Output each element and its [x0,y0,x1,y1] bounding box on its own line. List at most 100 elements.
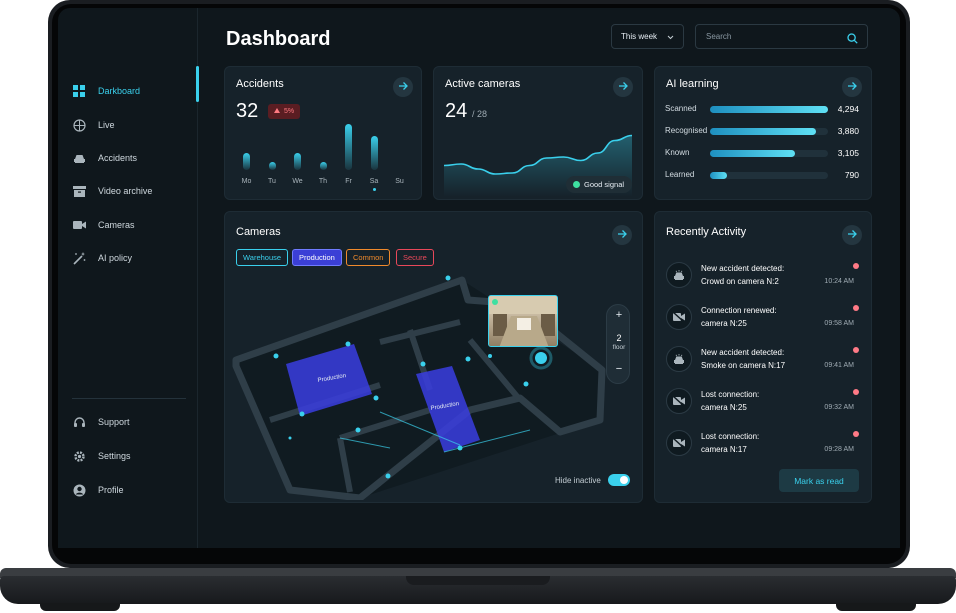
activity-item-detail: Crowd on camera N:2 [701,276,779,286]
ai-row-value: 790 [844,170,859,180]
day-label: Th [318,178,328,185]
sidebar-item-darkboard[interactable]: Darkboard [72,81,140,101]
cameras-title: Cameras [236,226,281,238]
hide-inactive-toggle[interactable] [608,474,630,486]
filter-chip-warehouse[interactable]: Warehouse [236,249,289,266]
cameras-open-button[interactable] [612,225,632,245]
sidebar-item-video-archive[interactable]: Video archive [72,181,152,201]
production-zone-label: Production [317,373,346,384]
accidents-change-badge: 5% [268,104,301,119]
good-signal-badge: Good signal [566,176,633,193]
activity-item-time: 09:41 AM [824,362,854,369]
arrow-right-icon [847,78,857,96]
unread-dot [853,431,859,437]
ai-learning-title: AI learning [666,78,719,90]
trend-line [444,134,633,175]
filter-chip-secure[interactable]: Secure [396,249,434,266]
laptop-foot-right [836,603,916,611]
ai-row-value: 4,294 [837,104,859,114]
filter-chip-common[interactable]: Common [346,249,391,266]
laptop-foot-left [40,603,120,611]
sidebar-item-label: Settings [98,451,131,461]
unread-dot [853,305,859,311]
sidebar-item-label: Accidents [98,153,138,163]
activity-item-text[interactable]: Connection renewed: camera N:25 [701,305,777,330]
activity-item-text[interactable]: Lost connection: camera N:25 [701,389,759,414]
period-select[interactable]: This week [611,24,684,49]
hide-inactive-label: Hide inactive [555,476,601,485]
sidebar-item-accidents[interactable]: Accidents [72,148,137,168]
sidebar-item-label: Darkboard [98,86,141,96]
activity-item-title: Connection renewed: [701,306,777,315]
filter-chip-production[interactable]: Production [292,249,342,266]
sidebar-item-label: Live [98,120,115,130]
sidebar-item-support[interactable]: Support [72,412,130,432]
arrow-right-icon [847,226,857,244]
search-icon[interactable] [847,31,858,49]
sidebar-item-label: Profile [98,485,124,495]
floor-down-button[interactable]: − [615,363,623,375]
arrow-right-icon [398,78,408,96]
activity-item-time: 10:24 AM [824,278,854,285]
activity-item-title: Lost connection: [701,390,760,399]
day-label: Fr [345,178,352,185]
ai-row-value: 3,105 [837,148,859,158]
ai-row-label: Recognised [665,126,708,135]
activity-item-detail: camera N:25 [701,402,747,412]
camera-off-icon [666,388,692,414]
car-alert-icon [666,346,692,372]
activity-title: Recently Activity [666,226,747,238]
sidebar-item-settings[interactable]: Settings [72,446,131,466]
magic-wand-icon [72,251,86,265]
accidents-change-value: 5% [284,108,295,115]
ai-row-track [710,106,828,113]
production-zone-label: Production [430,401,459,412]
search-box[interactable] [695,24,868,49]
sidebar-item-ai-policy[interactable]: AI policy [72,248,132,268]
camera-icon [72,218,86,232]
unread-dot [853,347,859,353]
search-input[interactable] [706,32,836,41]
accidents-count: 32 [236,100,259,122]
active-cameras-open-button[interactable] [613,77,633,97]
camera-off-icon [666,430,692,456]
activity-item-time: 09:58 AM [824,320,854,327]
ai-row-value: 3,880 [837,126,859,136]
floor-number: 2 [616,333,622,343]
sidebar-item-live[interactable]: Live [72,115,115,135]
activity-item-detail: camera N:25 [701,318,747,328]
production-zone-1 [286,344,372,416]
page-title: Dashboard [226,28,331,50]
active-cameras-count: 24 [445,100,468,122]
activity-item-text[interactable]: New accident detected: Crowd on camera N:… [701,263,784,288]
accident-bar [370,135,378,170]
activity-open-button[interactable] [842,225,862,245]
accidents-title: Accidents [236,78,284,90]
accidents-card: Accidents 32 5% [224,66,422,200]
sidebar-item-cameras[interactable]: Cameras [72,215,135,235]
arrow-right-icon [618,78,628,96]
outer-walls [232,276,606,500]
accident-bar [268,162,276,170]
selected-camera-node[interactable] [535,352,547,364]
grid-icon [72,84,86,98]
ai-row-fill [710,150,795,157]
accident-bar [294,152,301,170]
sidebar-item-profile[interactable]: Profile [72,480,124,500]
mark-as-read-button[interactable]: Mark as read [779,469,859,492]
laptop-notch [406,576,550,585]
good-signal-label: Good signal [584,180,625,189]
floor-label: floor [612,344,626,351]
sidebar-item-label: AI policy [98,253,133,263]
activity-item-text[interactable]: New accident detected: Smoke on camera N:… [701,347,785,372]
activity-item-text[interactable]: Lost connection: camera N:17 [701,431,759,456]
gear-icon [72,449,86,463]
ai-row-fill [710,128,817,135]
ai-learning-open-button[interactable] [842,77,862,97]
camera-preview-thumbnail[interactable] [488,295,558,347]
production-zone-2 [416,366,480,452]
chevron-down-icon [667,33,674,42]
sidebar-divider [72,398,186,399]
floor-up-button[interactable]: + [615,309,623,321]
accidents-open-button[interactable] [393,77,413,97]
